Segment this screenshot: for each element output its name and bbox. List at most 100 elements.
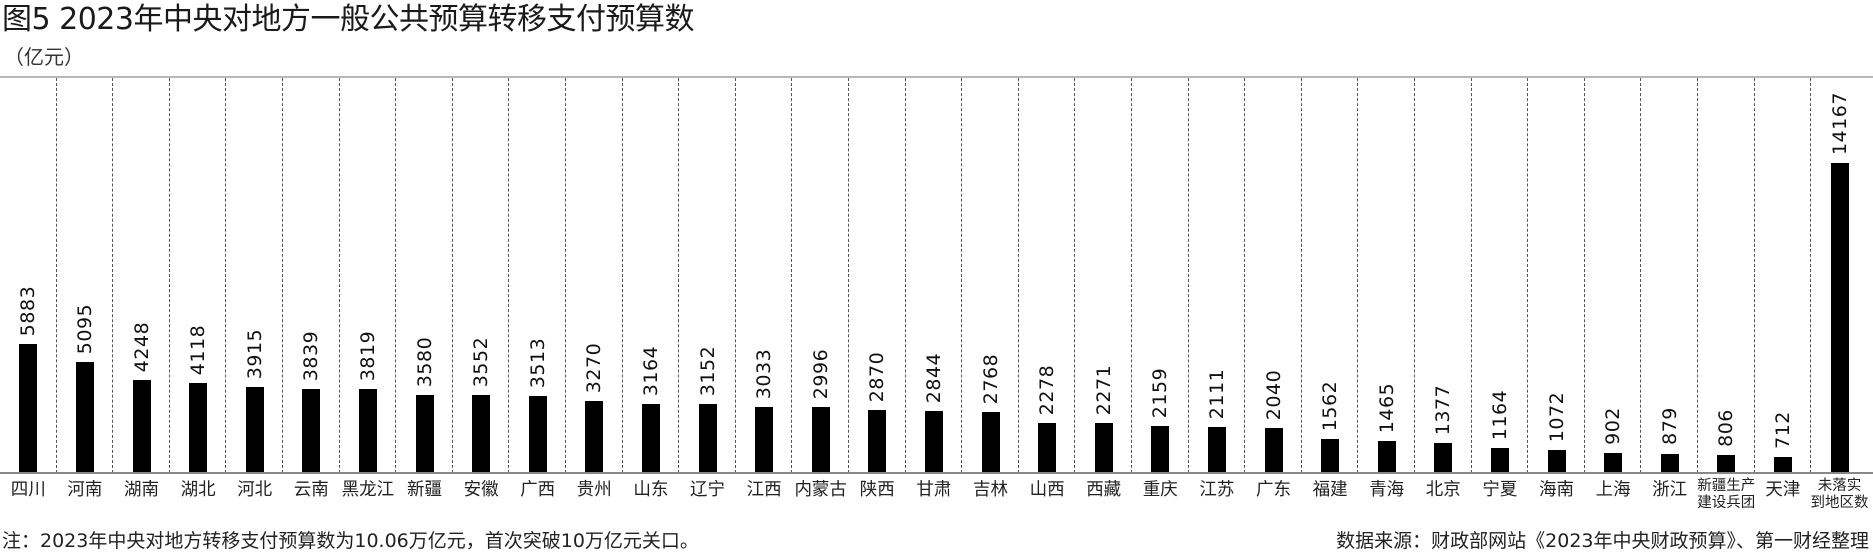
- category-label: 四川: [10, 480, 46, 500]
- bar: [755, 406, 774, 473]
- bar-value-label: 3513: [526, 337, 549, 389]
- bar: [981, 412, 1000, 473]
- category-label: 新疆生产 建设兵团: [1697, 478, 1756, 511]
- bar-value-label: 1072: [1545, 391, 1568, 442]
- bar: [1207, 426, 1226, 473]
- category-label: 云南: [293, 480, 329, 500]
- bar: [1377, 440, 1396, 473]
- bar: [1321, 438, 1340, 473]
- x-axis-baseline: [0, 472, 1873, 474]
- category-label: 福建: [1312, 480, 1348, 500]
- bar-value-label: 2870: [866, 352, 889, 403]
- bar: [472, 395, 491, 473]
- column-separator: [282, 78, 283, 473]
- bar-value-label: 2996: [809, 349, 832, 400]
- column-separator: [961, 78, 963, 473]
- bar-value-label: 1377: [1432, 384, 1455, 436]
- footnote: 注：2023年中央对地方转移支付预算数为10.06万亿元，首次突破10万亿元关口…: [2, 530, 699, 552]
- bar: [528, 396, 547, 473]
- category-label: 海南: [1538, 480, 1574, 500]
- bar-value-label: 2844: [922, 352, 945, 403]
- bar-value-label: 3819: [356, 331, 379, 382]
- column-separator: [1300, 78, 1302, 473]
- chart-title: 图5 2023年中央对地方一般公共预算转移支付预算数: [2, 2, 694, 37]
- bar-value-label: 2159: [1149, 367, 1172, 418]
- column-separator: [904, 78, 906, 473]
- category-label: 西藏: [1086, 480, 1122, 500]
- bar-value-label: 2278: [1036, 364, 1059, 416]
- category-label: 浙江: [1652, 480, 1688, 500]
- category-label: 江西: [746, 480, 782, 500]
- bar-value-label: 879: [1658, 407, 1681, 446]
- bar: [1434, 442, 1453, 473]
- bar: [1717, 455, 1736, 473]
- bar-value-label: 3552: [470, 337, 493, 388]
- column-separator: [734, 78, 736, 473]
- column-separator: [1414, 78, 1415, 473]
- bar: [698, 404, 717, 473]
- category-label: 内蒙古: [794, 480, 847, 500]
- bar-value-label: 5883: [17, 286, 40, 337]
- bar-value-label: 902: [1602, 406, 1625, 445]
- bar-value-label: 3839: [300, 330, 323, 382]
- column-separator: [1753, 78, 1755, 473]
- column-separator: [621, 78, 623, 473]
- column-separator: [1074, 78, 1076, 473]
- bar: [75, 361, 94, 473]
- bar-value-label: 2111: [1205, 368, 1228, 419]
- bar: [811, 407, 830, 473]
- bar-value-label: 1465: [1375, 382, 1398, 434]
- bar-value-label: 3580: [413, 336, 436, 387]
- top-rule: [0, 76, 1873, 78]
- bar-value-label: 2040: [1262, 370, 1285, 421]
- column-separator: [1527, 78, 1529, 473]
- category-label: 湖北: [180, 480, 216, 500]
- category-label: 青海: [1369, 480, 1405, 500]
- column-separator: [1810, 78, 1812, 473]
- bar: [1830, 163, 1849, 473]
- column-separator: [1131, 78, 1132, 473]
- bar: [358, 389, 377, 473]
- bar-value-label: 2271: [1092, 365, 1115, 416]
- category-label: 辽宁: [689, 480, 725, 500]
- column-separator: [1583, 78, 1585, 473]
- column-separator: [225, 78, 227, 473]
- bar: [1773, 457, 1792, 473]
- unit-label: （亿元）: [4, 45, 84, 69]
- category-label: 天津: [1765, 480, 1801, 500]
- bar: [1094, 423, 1113, 473]
- bar: [245, 387, 264, 473]
- bar-value-label: 3152: [696, 345, 719, 397]
- bar-value-label: 2768: [979, 354, 1002, 405]
- bar-value-label: 4248: [130, 321, 153, 373]
- bar-value-label: 14167: [1828, 91, 1851, 155]
- column-separator: [848, 78, 849, 473]
- bar: [1490, 447, 1509, 473]
- category-label: 未落实 到地区数: [1810, 478, 1869, 511]
- bar: [19, 344, 38, 473]
- column-separator: [678, 78, 680, 473]
- column-separator: [168, 78, 170, 473]
- category-label: 安徽: [463, 480, 499, 500]
- bar-value-label: 3270: [583, 343, 606, 394]
- bar-value-label: 712: [1771, 411, 1794, 449]
- column-separator: [451, 78, 453, 473]
- category-label: 重庆: [1142, 480, 1178, 500]
- column-separator: [1244, 78, 1246, 473]
- bar: [1547, 449, 1566, 473]
- category-label: 广西: [520, 480, 556, 500]
- plot-area: 5883 5095 4248 4118 3915 3839 3819 3580 3552 3513…: [0, 78, 1873, 474]
- column-separator: [395, 78, 397, 473]
- bar-value-label: 3915: [243, 329, 266, 380]
- bar-value-label: 4118: [187, 324, 210, 376]
- category-label: 江苏: [1199, 480, 1235, 500]
- category-label: 陕西: [859, 480, 895, 500]
- category-label: 新疆: [406, 480, 442, 500]
- column-separator: [508, 78, 510, 473]
- bar: [415, 394, 434, 473]
- column-separator: [1187, 78, 1189, 473]
- category-label: 上海: [1595, 480, 1631, 500]
- bar: [189, 382, 208, 473]
- bar: [1038, 423, 1057, 473]
- bar: [1660, 453, 1679, 473]
